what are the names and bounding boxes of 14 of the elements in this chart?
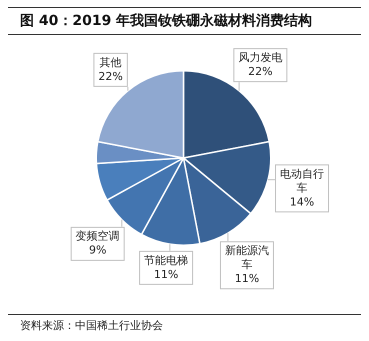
text: 资料来源：中国稀土行业协会	[20, 318, 164, 333]
data-label: 22%	[248, 64, 273, 78]
data-label: 11%	[234, 272, 260, 286]
data-label: 14%	[290, 195, 314, 208]
slice-label: 新能源汽车	[224, 244, 269, 272]
slice-label: 节能电梯	[144, 254, 188, 267]
data-label: 9%	[88, 244, 106, 257]
data-label: 11%	[154, 268, 178, 281]
slice-label: 电动自行车	[280, 167, 324, 194]
chart-title: 图 40：2019 年我国钕铁硼永磁材料消费结构	[8, 7, 361, 35]
slice-label: 变频空调	[76, 230, 120, 243]
slice-label: 风力发电	[238, 50, 282, 64]
slice-label: 其他	[100, 56, 122, 69]
data-label: 22%	[98, 70, 123, 83]
